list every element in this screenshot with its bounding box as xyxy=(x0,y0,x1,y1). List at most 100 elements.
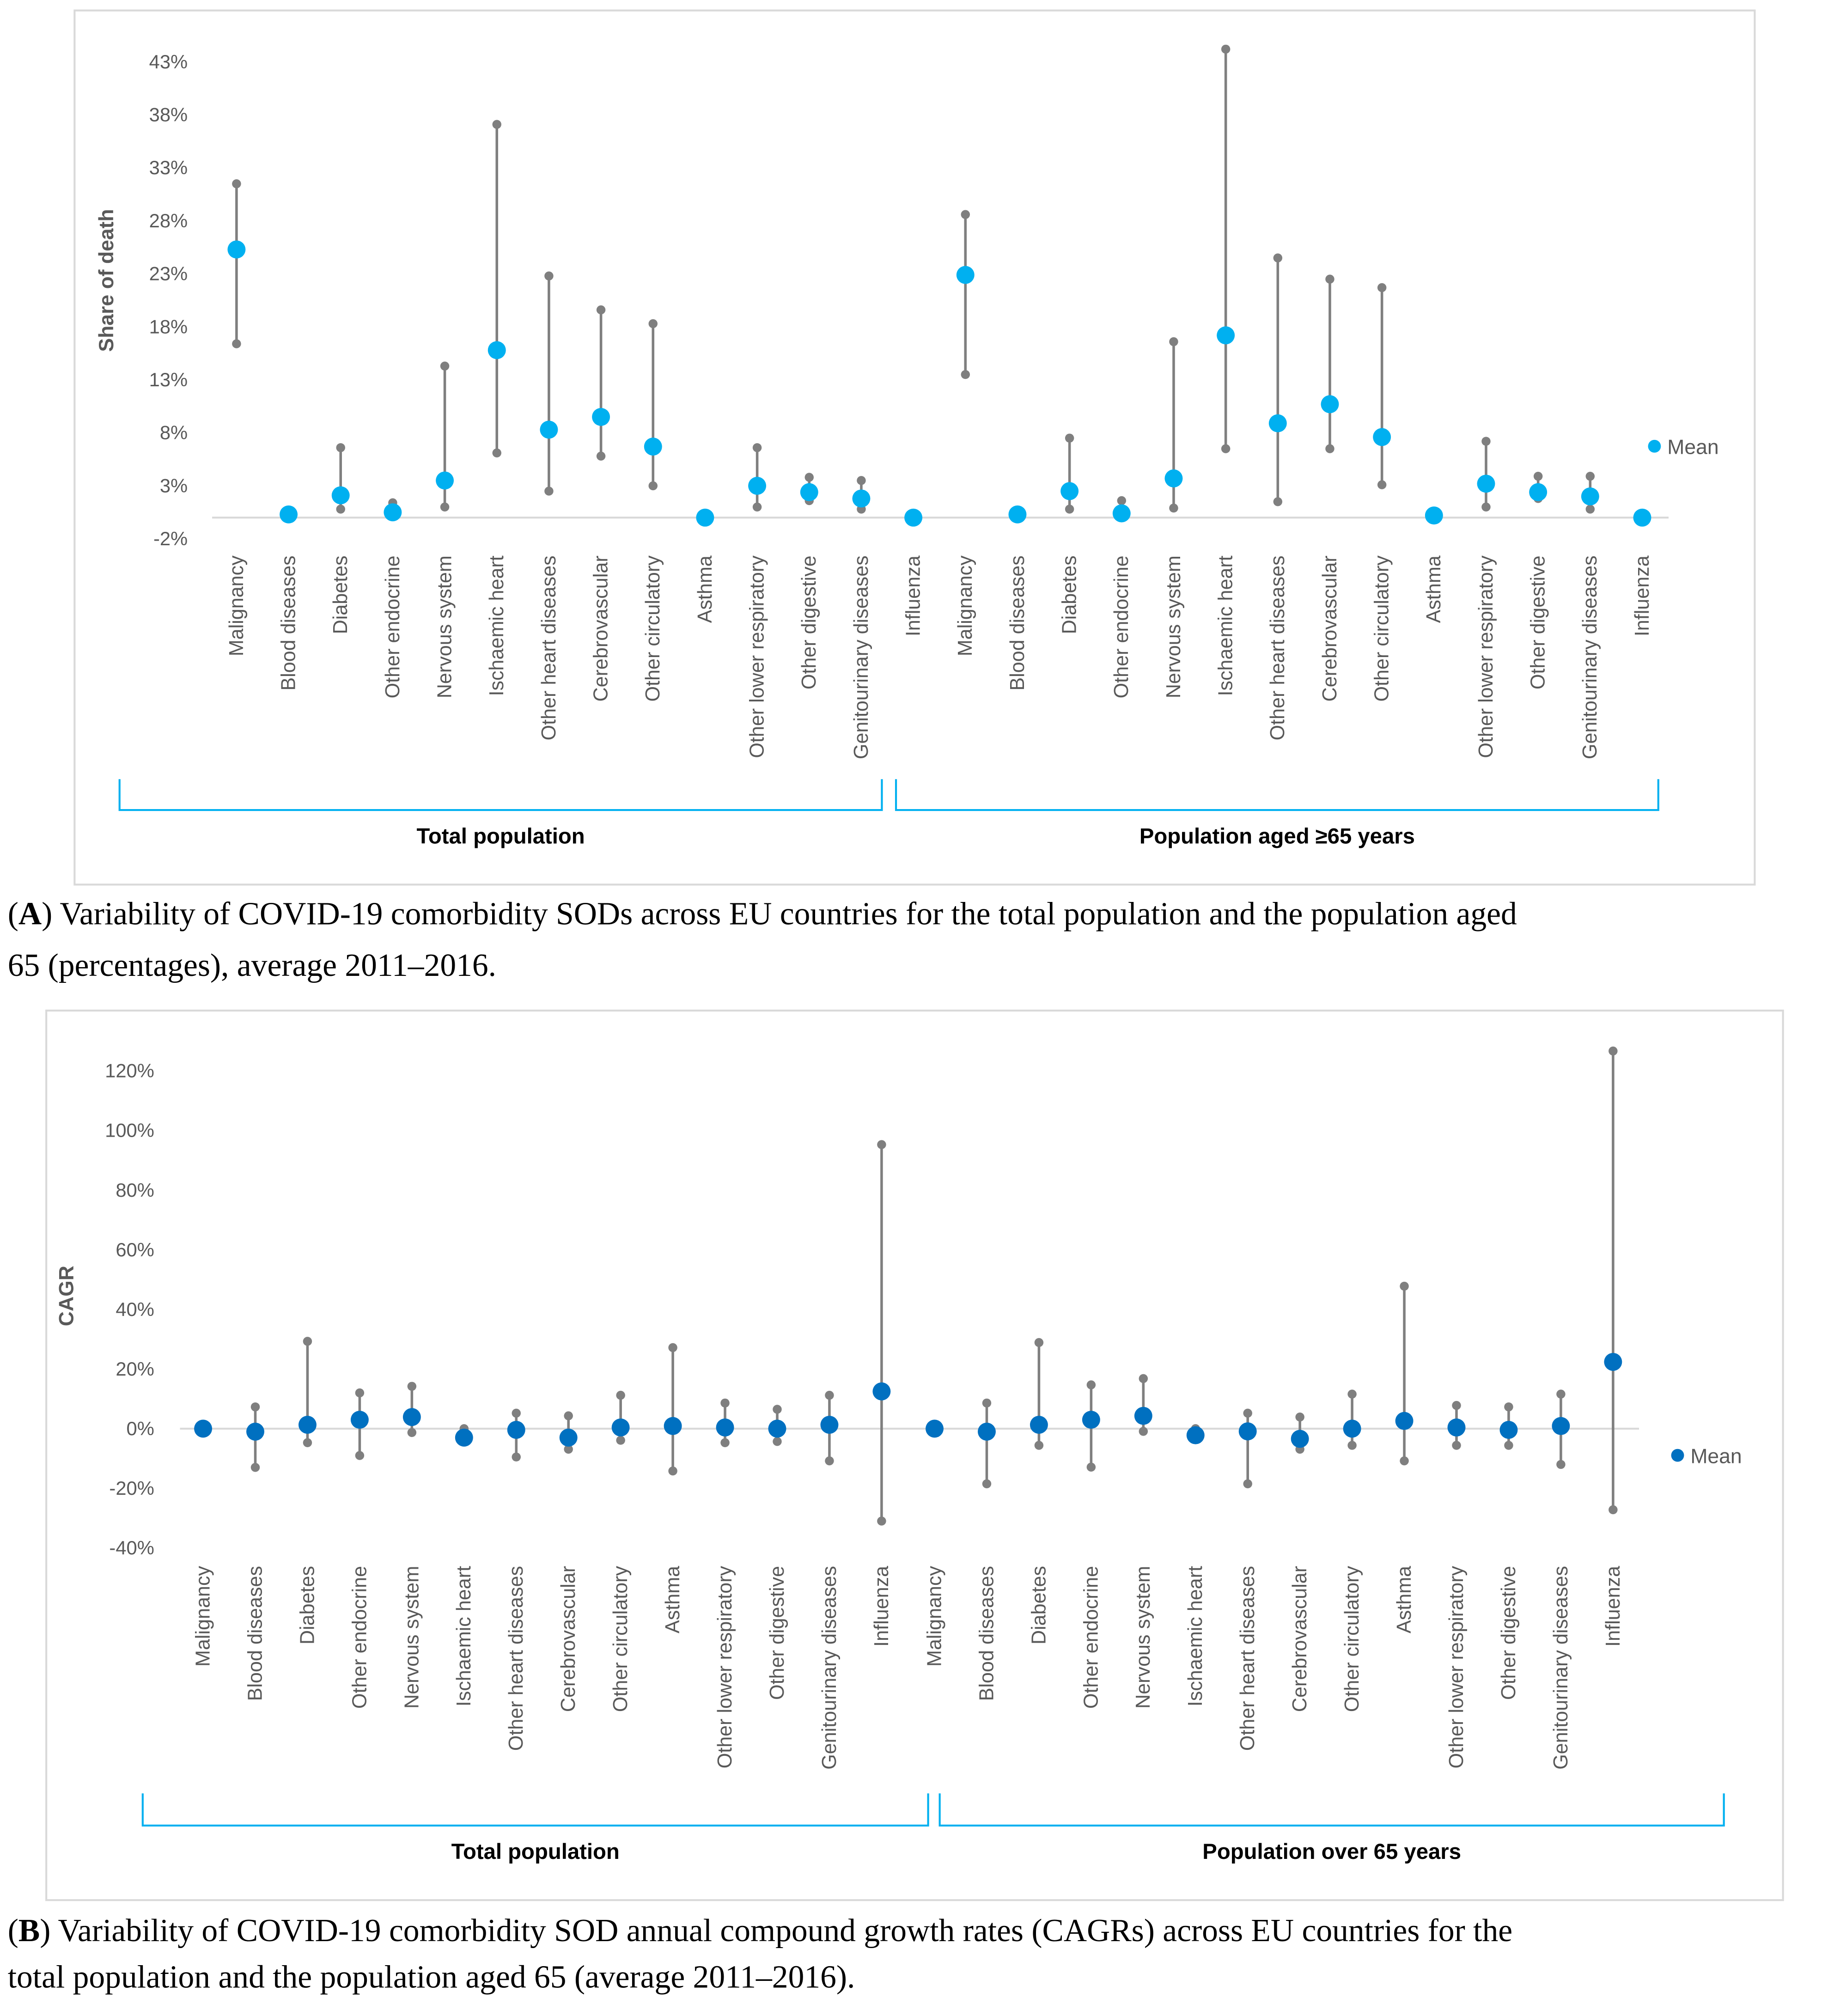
max-point xyxy=(1325,274,1334,284)
min-point xyxy=(1221,444,1231,453)
y-tick-label: 38% xyxy=(149,104,188,126)
mean-point xyxy=(1134,1407,1152,1425)
max-point xyxy=(982,1398,992,1408)
x-category-label: Other lower respiratory xyxy=(714,1565,736,1768)
mean-point xyxy=(1291,1430,1309,1448)
x-category-label: Asthma xyxy=(1393,1566,1415,1633)
x-category-label: Other lower respiratory xyxy=(1445,1565,1468,1768)
x-category-label: Other circulatory xyxy=(609,1565,632,1712)
x-category-label: Cerebrovascular xyxy=(590,555,612,701)
y-tick-label: 13% xyxy=(149,369,188,390)
legend-marker-icon xyxy=(1648,439,1661,453)
x-category-label: Malignancy xyxy=(954,555,976,656)
mean-point xyxy=(507,1421,525,1439)
x-category-label: Cerebrovascular xyxy=(557,1566,579,1712)
mean-point xyxy=(1581,487,1599,506)
max-point xyxy=(616,1390,625,1400)
mean-point xyxy=(1008,505,1027,524)
x-category-label: Blood diseases xyxy=(244,1566,266,1701)
max-point xyxy=(773,1405,782,1414)
min-point xyxy=(407,1428,417,1437)
mean-point xyxy=(977,1422,996,1441)
max-point xyxy=(1034,1338,1044,1347)
x-category-label: Malignancy xyxy=(225,555,248,656)
min-point xyxy=(773,1437,782,1446)
y-tick-label: 28% xyxy=(149,210,188,231)
mean-point xyxy=(1343,1419,1361,1438)
max-point xyxy=(1609,1046,1618,1056)
max-point xyxy=(1221,44,1231,54)
mean-point xyxy=(956,266,975,284)
group-bracket xyxy=(118,779,883,811)
x-category-label: Influenza xyxy=(1602,1566,1624,1647)
x-category-label: Other heart diseases xyxy=(538,555,560,740)
max-point xyxy=(1585,472,1595,481)
y-tick-label: 60% xyxy=(116,1239,154,1261)
x-category-label: Other endocrine xyxy=(1080,1566,1102,1709)
y-tick-label: -20% xyxy=(109,1477,154,1499)
max-point xyxy=(752,443,762,452)
max-point xyxy=(492,120,501,129)
max-point xyxy=(407,1382,417,1391)
mean-point xyxy=(1395,1412,1414,1430)
min-point xyxy=(232,339,241,348)
max-point xyxy=(1452,1401,1461,1410)
min-point xyxy=(616,1436,625,1445)
max-point xyxy=(825,1390,834,1400)
group-bracket xyxy=(141,1793,929,1827)
mean-point xyxy=(1186,1426,1205,1444)
y-tick-label: 33% xyxy=(149,157,188,178)
min-point xyxy=(982,1479,992,1488)
min-point xyxy=(752,502,762,512)
min-point xyxy=(440,502,450,512)
max-point xyxy=(1504,1402,1513,1412)
y-axis-title: CAGR xyxy=(55,1266,78,1326)
min-point xyxy=(1556,1460,1566,1469)
x-category-label: Other digestive xyxy=(1527,555,1549,689)
max-point xyxy=(668,1343,677,1352)
mean-point xyxy=(611,1418,630,1437)
y-tick-label: 100% xyxy=(105,1120,154,1141)
max-point xyxy=(336,443,345,452)
max-point xyxy=(596,305,606,315)
x-category-label: Other heart diseases xyxy=(1237,1566,1259,1751)
y-tick-label: 8% xyxy=(160,422,188,444)
max-point xyxy=(355,1388,365,1398)
group-bracket xyxy=(895,779,1659,811)
mean-point xyxy=(1552,1417,1570,1435)
mean-point xyxy=(592,408,610,426)
figure-caption: (B) Variability of COVID-19 comorbidity … xyxy=(8,1913,1512,1995)
min-point xyxy=(825,1456,834,1466)
min-point xyxy=(1347,1441,1357,1450)
y-tick-label: 23% xyxy=(149,263,188,285)
min-point xyxy=(250,1463,260,1472)
mean-point xyxy=(644,438,662,456)
mean-point xyxy=(1112,504,1131,523)
group-label: Population over 65 years xyxy=(1202,1839,1461,1864)
min-point xyxy=(1065,505,1074,514)
x-category-label: Diabetes xyxy=(296,1566,318,1644)
x-category-label: Genitourinary diseases xyxy=(1550,1566,1572,1770)
mean-point xyxy=(1060,482,1079,500)
x-category-label: Influenza xyxy=(902,555,925,636)
x-category-label: Other digestive xyxy=(766,1566,788,1700)
chart-frame xyxy=(73,9,1756,886)
legend-label: Mean xyxy=(1667,436,1718,458)
x-category-label: Other circulatory xyxy=(1341,1565,1363,1712)
max-point xyxy=(1533,472,1543,481)
mean-point xyxy=(852,489,871,508)
mean-point xyxy=(820,1416,839,1434)
max-point xyxy=(1117,496,1127,506)
series-group: Malignancy Blood diseases Diabetes Other en… xyxy=(141,1140,929,1864)
x-category-label: Other digestive xyxy=(1498,1566,1520,1700)
max-point xyxy=(1273,253,1283,263)
x-category-label: Cerebrovascular xyxy=(1319,555,1341,701)
mean-point xyxy=(1268,414,1287,432)
x-category-label: Other digestive xyxy=(798,555,820,689)
mean-point xyxy=(904,508,923,527)
min-point xyxy=(1243,1479,1252,1488)
figure-caption: (A) Variability of COVID-19 comorbidity … xyxy=(8,896,1517,983)
mean-point xyxy=(872,1382,891,1401)
min-point xyxy=(1400,1456,1409,1466)
